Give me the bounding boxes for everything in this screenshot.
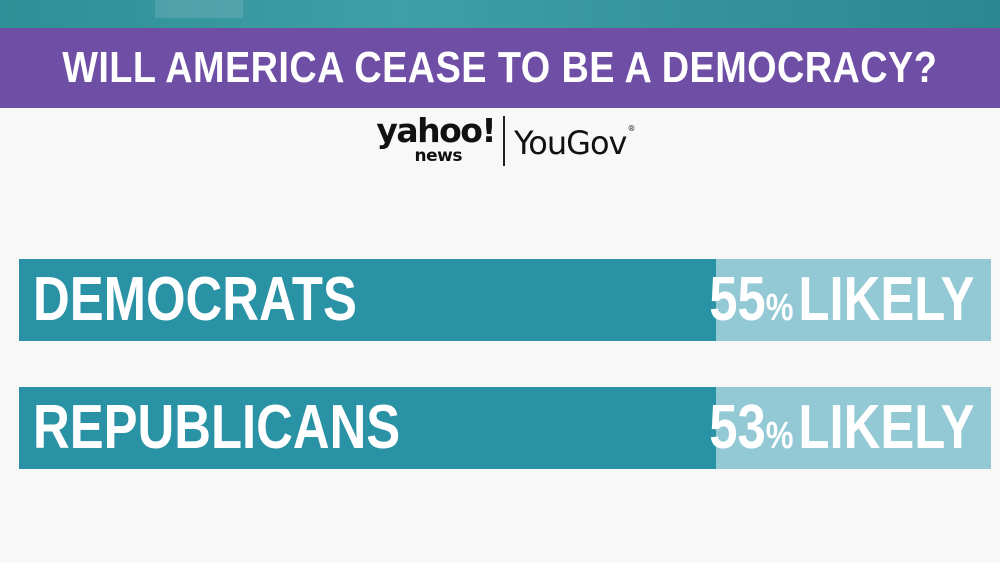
yougov-registered-mark: ® xyxy=(627,124,635,133)
percent-sign-republicans: % xyxy=(766,415,794,457)
yahoo-news-logo: yahoo! news xyxy=(360,111,496,166)
bar-fill-democrats xyxy=(19,259,716,341)
decorative-tile xyxy=(155,0,243,18)
logo-divider xyxy=(503,116,505,166)
source-logos: yahoo! news YouGov® xyxy=(0,112,1000,172)
percent-sign-democrats: % xyxy=(766,287,794,329)
bar-fill-republicans xyxy=(19,387,716,469)
bar-remainder-democrats xyxy=(716,259,991,341)
bar-value-republicans: 53%LIKELY xyxy=(710,387,975,469)
value-number-republicans: 53 xyxy=(709,393,767,462)
yougov-wordmark: YouGov xyxy=(514,124,627,162)
bar-remainder-republicans xyxy=(716,387,991,469)
top-decorative-strip xyxy=(0,0,1000,28)
bar-label-democrats: DEMOCRATS xyxy=(33,265,357,334)
bar-row-democrats: DEMOCRATS 55%LIKELY xyxy=(19,259,991,341)
chart-title: WILL AMERICA CEASE TO BE A DEMOCRACY? xyxy=(62,43,938,92)
bar-value-democrats: 55%LIKELY xyxy=(710,259,975,341)
yougov-logo: YouGov® xyxy=(514,124,635,162)
yahoo-wordmark: yahoo! xyxy=(376,111,496,150)
bar-label-republicans: REPUBLICANS xyxy=(33,393,401,462)
yahoo-news-subtitle: news xyxy=(414,146,463,166)
value-suffix-democrats: LIKELY xyxy=(798,265,975,334)
title-banner: WILL AMERICA CEASE TO BE A DEMOCRACY? xyxy=(0,28,1000,108)
value-suffix-republicans: LIKELY xyxy=(798,393,975,462)
value-number-democrats: 55 xyxy=(709,265,767,334)
bar-row-republicans: REPUBLICANS 53%LIKELY xyxy=(19,387,991,469)
